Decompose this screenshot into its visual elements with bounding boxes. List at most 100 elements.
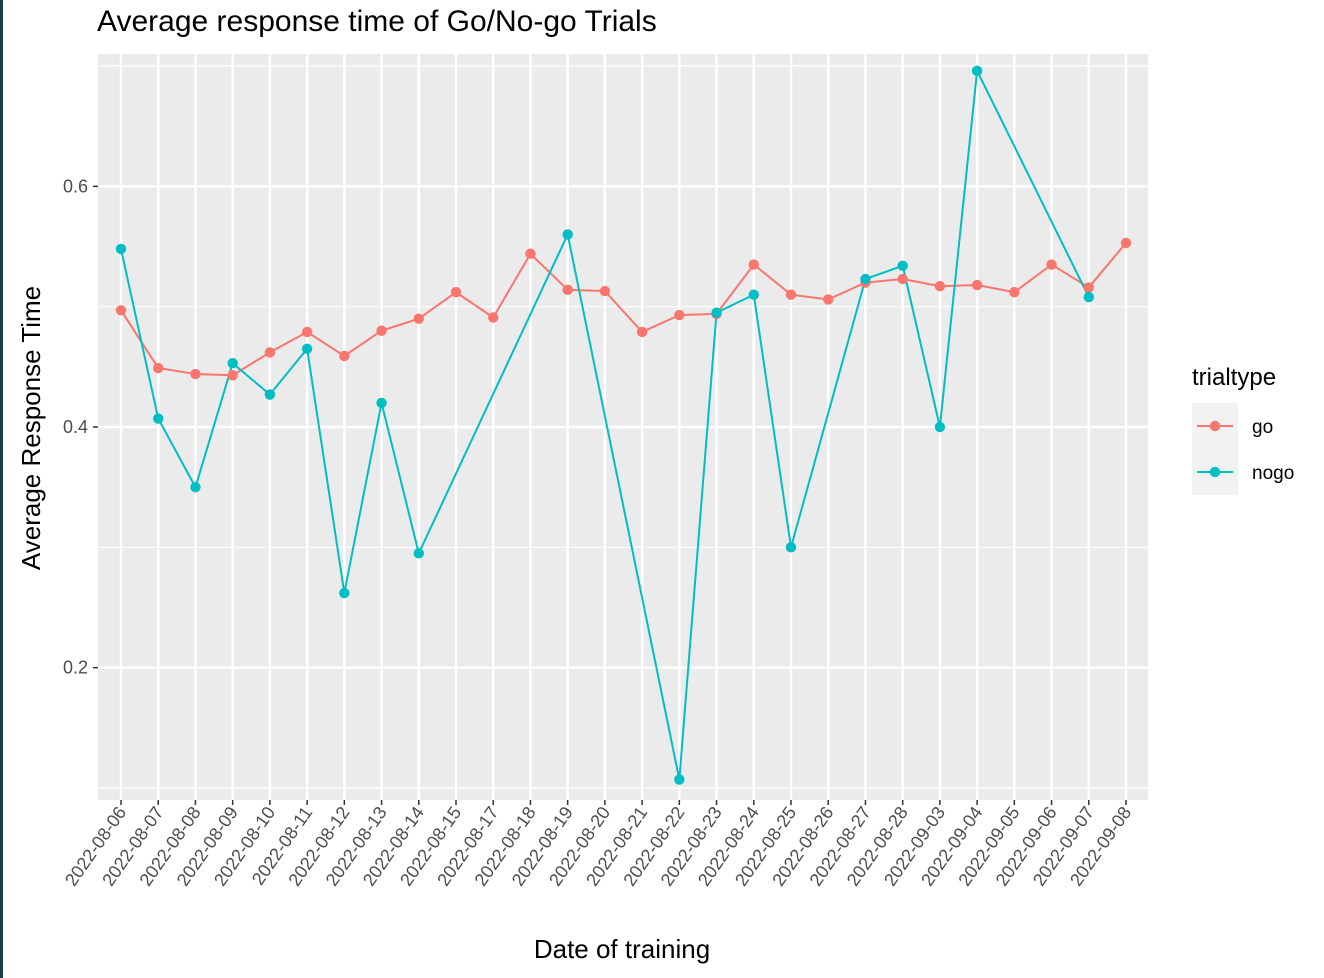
series-go-segment xyxy=(827,281,866,301)
series-go-point xyxy=(823,294,834,305)
series-nogo-point xyxy=(674,774,685,785)
series-go-point xyxy=(562,284,573,296)
legend-label-nogo: nogo xyxy=(1252,463,1294,484)
series-nogo-segment xyxy=(865,264,904,280)
series-go-point xyxy=(301,326,313,338)
legend: trialtype go nogo xyxy=(1192,364,1294,495)
series-nogo-point xyxy=(190,481,201,493)
series-go-point xyxy=(413,313,424,324)
series-go-point xyxy=(264,347,276,358)
series-go-segment xyxy=(902,278,941,288)
series-go-segment xyxy=(492,253,532,319)
series-nogo-segment xyxy=(269,348,308,396)
series-layer xyxy=(120,70,1127,780)
series-go-point xyxy=(227,370,238,381)
series-go-segment xyxy=(604,290,643,333)
series-nogo-point xyxy=(376,397,387,409)
series-nogo-segment xyxy=(790,278,867,548)
chart-title: Average response time of Go/No-go Trials xyxy=(97,5,657,38)
series-nogo-point xyxy=(785,542,797,553)
y-tick-labels: 0.2 0.4 0.6 xyxy=(63,176,88,677)
series-nogo-point xyxy=(227,358,238,369)
series-go-point xyxy=(636,326,648,338)
series-go-segment xyxy=(753,263,792,296)
series-nogo-point xyxy=(860,273,871,285)
series-go-point xyxy=(897,273,908,285)
series-go-point xyxy=(190,368,201,380)
series-nogo-segment xyxy=(678,312,718,780)
series-nogo-segment xyxy=(120,248,160,419)
window-frame-edge xyxy=(0,0,3,978)
series-go-segment xyxy=(232,351,271,377)
series-go-point xyxy=(971,279,983,291)
series-nogo-segment xyxy=(566,234,681,780)
series-go-point xyxy=(599,285,611,297)
series-nogo-segment xyxy=(938,70,979,428)
series-nogo-point xyxy=(1083,291,1094,303)
series-go-point xyxy=(785,289,797,300)
series-nogo-point xyxy=(562,229,573,240)
axis-ticks xyxy=(93,185,1127,805)
legend-label-go: go xyxy=(1252,417,1273,438)
series-go-point xyxy=(1009,287,1020,298)
series-nogo-point xyxy=(413,548,424,559)
series-go-point xyxy=(525,248,536,259)
series-go-point xyxy=(1083,282,1094,293)
series-nogo-segment xyxy=(306,348,346,594)
series-go-segment xyxy=(529,253,569,291)
series-nogo-segment xyxy=(901,265,941,428)
series-nogo-point xyxy=(264,389,276,400)
series-go-point xyxy=(934,281,946,292)
legend-title: trialtype xyxy=(1192,364,1276,391)
series-go-segment xyxy=(269,331,308,354)
series-go-point xyxy=(115,305,127,316)
series-nogo-point xyxy=(934,421,946,433)
series-go-segment xyxy=(343,329,383,357)
series-nogo-point xyxy=(153,413,164,424)
series-go-segment xyxy=(120,309,160,369)
series-go-segment xyxy=(679,312,717,317)
points-layer xyxy=(115,65,1132,785)
series-nogo-segment xyxy=(157,418,197,488)
series-nogo-segment xyxy=(194,362,234,488)
series-go-segment xyxy=(195,373,233,377)
series-go-segment xyxy=(715,263,755,315)
series-nogo-segment xyxy=(417,234,569,554)
series-go-segment xyxy=(939,284,978,288)
series-go-segment xyxy=(865,278,903,284)
series-go-point xyxy=(748,259,759,270)
y-tick-label: 0.4 xyxy=(63,417,88,437)
series-nogo-point xyxy=(748,289,759,300)
series-go-segment xyxy=(1088,242,1127,289)
series-nogo-point xyxy=(339,587,350,599)
grid-lines xyxy=(98,54,1148,800)
series-go-segment xyxy=(976,284,1015,294)
series-nogo-segment xyxy=(380,402,420,554)
series-go-segment xyxy=(641,314,680,333)
series-go-point xyxy=(1120,237,1132,249)
series-go-point xyxy=(450,287,462,298)
series-nogo-point xyxy=(711,307,722,318)
series-go-point xyxy=(1046,259,1057,270)
series-go-segment xyxy=(418,291,457,320)
legend-point-go xyxy=(1209,420,1221,432)
series-go-segment xyxy=(306,331,345,357)
series-nogo-segment xyxy=(976,70,1090,298)
x-tick-labels: 2022-08-062022-08-072022-08-082022-08-09… xyxy=(61,803,1135,890)
series-nogo-point xyxy=(301,343,313,354)
y-tick-label: 0.6 xyxy=(63,176,88,196)
series-go-point xyxy=(674,309,685,321)
series-go-point xyxy=(339,350,350,362)
legend-point-nogo xyxy=(1209,466,1221,478)
series-go-segment xyxy=(381,317,420,332)
series-go-segment xyxy=(158,367,196,376)
x-axis-title: Date of training xyxy=(534,934,710,964)
series-nogo-segment xyxy=(343,402,383,594)
series-go-segment xyxy=(455,291,494,319)
series-go-segment xyxy=(1013,263,1053,294)
y-axis-title: Average Response Time xyxy=(16,286,46,570)
series-nogo-segment xyxy=(232,362,271,396)
series-nogo-point xyxy=(971,65,983,77)
y-tick-label: 0.2 xyxy=(63,658,88,678)
